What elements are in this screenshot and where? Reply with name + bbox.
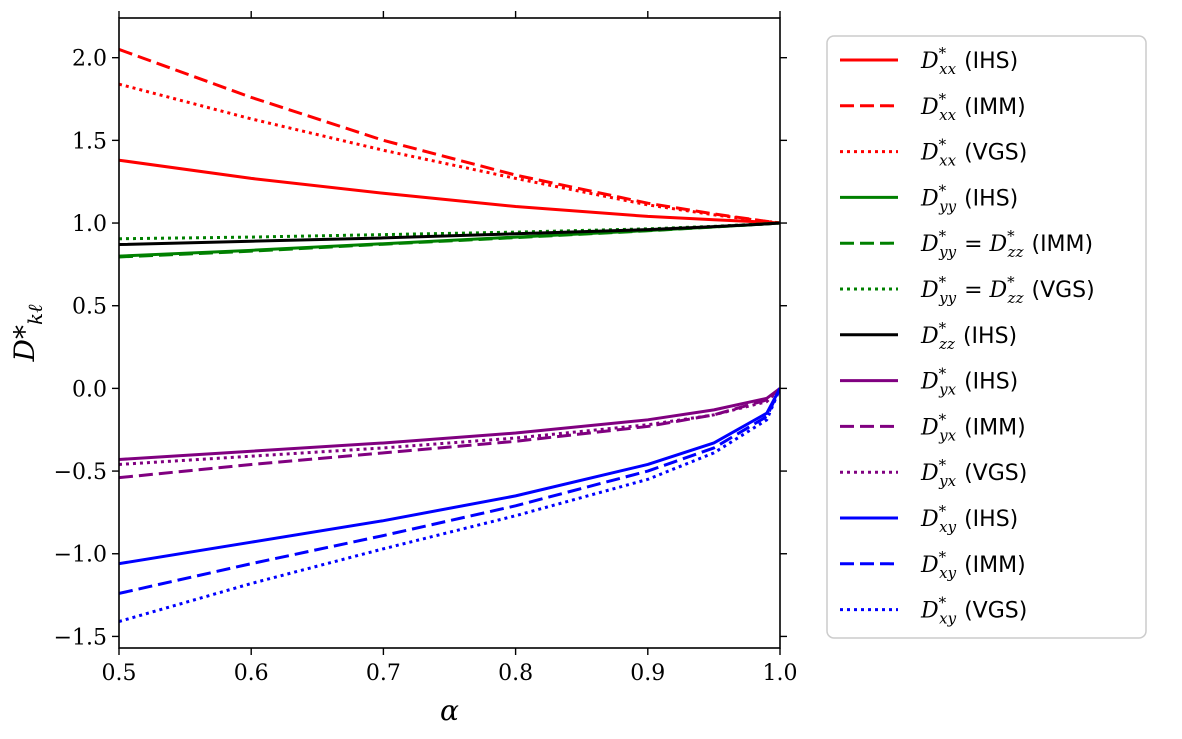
axes: 0.5 0.6 0.7 0.8 0.9 1.0 2.0 1.5 1.0 0.5 0.0 −0.5 −1.…	[8, 11, 798, 727]
legend-label-2: D* xx (VGS)	[920, 136, 1027, 170]
legend-label-6: D* zz (IHS)	[920, 319, 1017, 353]
legend-label-7: D* yx (IHS)	[920, 365, 1018, 399]
legend-label-10: D* xy (IHS)	[920, 502, 1018, 536]
axes-frame	[118, 17, 781, 649]
plot-area	[119, 48, 780, 623]
x-axis-label: α	[440, 694, 459, 727]
legend-box	[826, 35, 1147, 639]
y-tick-label: −0.5	[54, 460, 107, 485]
y-tick-label: 0.0	[72, 377, 107, 402]
series-line-11	[119, 387, 780, 595]
series-line-7	[119, 387, 780, 461]
x-tick-label: 0.8	[498, 661, 533, 686]
legend-label-0: D* xx (IHS)	[920, 44, 1018, 78]
x-tick-label: 1.0	[763, 661, 798, 686]
x-tick-label: 0.6	[234, 661, 269, 686]
legend-label-8: D* yx (IMM)	[920, 410, 1026, 444]
series-line-12	[119, 387, 780, 623]
y-tick-label: 1.5	[72, 129, 107, 154]
y-axis-label: D*kℓ	[8, 304, 47, 363]
legend: D* xx (IHS) D* xx (IMM) D* xx (VGS) D* yy (IHS) D* yy…	[826, 35, 1147, 639]
legend-label-1: D* xx (IMM)	[920, 90, 1026, 124]
series-line-4	[119, 221, 780, 259]
legend-label-9: D* yx (VGS)	[920, 456, 1027, 490]
x-tick-label: 0.7	[366, 661, 401, 686]
series-line-0	[119, 158, 780, 225]
y-tick-label: 0.5	[72, 295, 107, 320]
y-tick-label: 2.0	[72, 47, 107, 72]
legend-label-12: D* xy (VGS)	[920, 594, 1027, 628]
y-tick-label: 1.0	[72, 212, 107, 237]
x-tick-label: 0.5	[102, 661, 137, 686]
series-line-2	[119, 82, 780, 225]
series-line-9	[119, 387, 780, 466]
series-line-1	[119, 48, 780, 225]
series-line-6	[119, 221, 780, 247]
legend-label-11: D* xy (IMM)	[920, 548, 1026, 582]
x-tick-label: 0.9	[630, 661, 665, 686]
legend-label-4: D* yy = D* zz (IMM)	[920, 227, 1093, 261]
y-tick-label: −1.0	[54, 543, 107, 568]
legend-label-5: D* yy = D* zz (VGS)	[920, 273, 1095, 307]
legend-label-3: D* yy (IHS)	[920, 181, 1018, 215]
y-tick-label: −1.5	[54, 625, 107, 650]
series-line-8	[119, 387, 780, 480]
series-line-10	[119, 387, 780, 566]
